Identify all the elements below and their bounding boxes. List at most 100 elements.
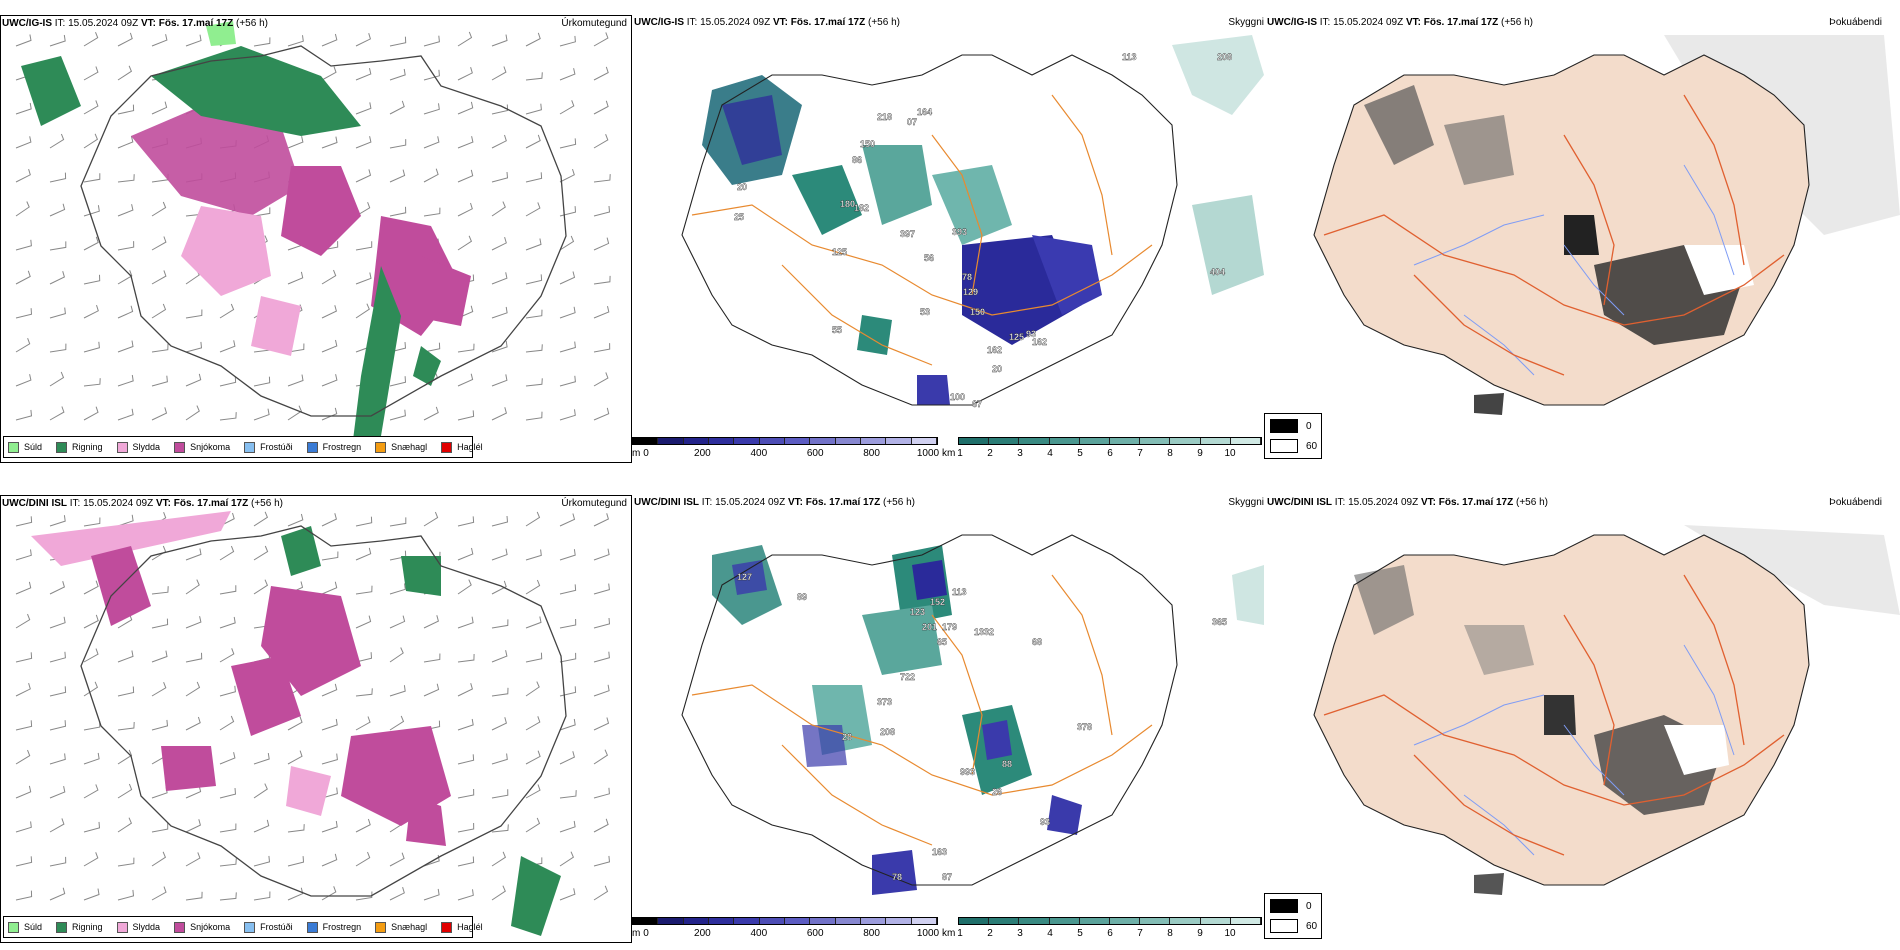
wind-barb	[593, 407, 610, 421]
wind-barb	[491, 580, 507, 595]
wind-barb	[355, 716, 371, 731]
legend-item: Haglél	[441, 921, 483, 933]
fog-header-row1: UWC/IG-IS IT: 15.05.2024 09Z VT: Fös. 17…	[1267, 17, 1533, 28]
colorbar-tick-label: 5	[1077, 928, 1083, 939]
wind-barb	[389, 376, 407, 387]
colorbar-tick-label: 2	[987, 928, 993, 939]
cloud-base-label: 56	[924, 253, 934, 263]
wind-barbs	[15, 511, 611, 901]
wind-barb	[355, 615, 372, 629]
legend-item: Slydda	[116, 921, 160, 933]
precip-areas	[31, 511, 561, 936]
wind-barb	[491, 340, 508, 353]
wind-barb	[321, 136, 338, 149]
roads	[1323, 94, 1785, 376]
iceland-outline	[80, 45, 567, 417]
wind-barb	[457, 547, 474, 561]
colorbar-tick-label: 6	[1107, 928, 1113, 939]
wind-barb	[389, 852, 405, 867]
roads	[1323, 574, 1785, 856]
wind-barb	[525, 652, 543, 663]
wind-barb	[287, 887, 304, 901]
wind-barb	[185, 616, 202, 629]
wind-barb	[49, 856, 67, 867]
wind-barb	[219, 545, 235, 561]
cloud-base-label: 53	[920, 307, 930, 317]
cloud-base-label: 152	[930, 597, 945, 607]
wind-barb	[253, 37, 271, 47]
precip-title-row2: Úrkomutegund	[561, 498, 627, 509]
wind-barb	[15, 720, 33, 731]
legend-item: Rigning	[56, 441, 103, 453]
wind-barb	[49, 887, 66, 901]
wind-barb	[525, 274, 543, 285]
wind-barb	[117, 270, 133, 285]
wind-barb	[49, 753, 66, 765]
wind-barb	[83, 66, 99, 81]
wind-barb	[491, 753, 508, 765]
wind-barb	[49, 651, 66, 663]
wind-barb	[49, 343, 67, 353]
wind-barb	[49, 616, 66, 629]
wind-barb	[15, 652, 33, 663]
wind-barb	[83, 648, 99, 663]
wind-barb	[117, 650, 134, 663]
cloud-base-label: 378	[1077, 722, 1092, 732]
wind-barb	[185, 548, 202, 561]
wind-barb	[355, 652, 373, 663]
wind-barb	[151, 343, 169, 353]
wind-barb	[525, 616, 542, 629]
wind-barb	[355, 102, 372, 115]
precip-panel-row1: UWC/IG-IS IT: 15.05.2024 09Z VT: Fös. 17…	[0, 15, 632, 463]
wind-barb	[525, 72, 543, 81]
rivers	[1413, 164, 1735, 376]
wind-barb	[525, 134, 541, 149]
cloud-base-label: 125	[1009, 332, 1024, 342]
cloud-base-label: 26	[992, 787, 1002, 797]
wind-barb	[219, 715, 235, 731]
cloud-base-label: 93	[1040, 817, 1050, 827]
wind-barb	[321, 513, 337, 527]
wind-barb	[15, 308, 33, 319]
wind-barb	[83, 517, 101, 527]
wind-barb	[185, 34, 202, 47]
wind-barb	[525, 103, 542, 115]
wind-barb	[355, 303, 370, 319]
wind-barb	[355, 851, 371, 867]
wind-barb	[321, 269, 337, 285]
colorbar-tick-label: 400	[750, 928, 768, 939]
wind-barb	[83, 378, 101, 387]
wind-barb	[151, 34, 168, 47]
wind-barb	[117, 749, 133, 765]
wind-barb	[593, 134, 609, 149]
colorbar-tick-label: 600	[806, 928, 824, 939]
wind-barb	[355, 547, 372, 561]
wind-barb	[389, 36, 407, 47]
colorbar-tick-label: 6	[1107, 448, 1113, 459]
wind-barb	[83, 852, 99, 867]
cloud-base-label: 201	[922, 622, 937, 632]
legend-item: Súld	[8, 441, 42, 453]
wind-barb	[253, 408, 270, 421]
wind-barb	[491, 824, 509, 833]
wind-barb	[491, 687, 509, 697]
wind-barb	[593, 66, 609, 81]
rivers	[1413, 644, 1735, 856]
fog-map-row2	[1313, 525, 1900, 895]
wind-barb	[593, 100, 609, 115]
wind-barb	[49, 720, 67, 731]
cloud-title-row2: Skyggni	[1228, 497, 1264, 508]
wind-barb	[593, 787, 610, 799]
colorbar-tick-label: 800	[863, 928, 880, 939]
colorbar-tick-label: 3	[1017, 448, 1023, 459]
wind-barb	[117, 408, 134, 421]
wind-barb	[219, 892, 237, 901]
cloud-base-label: 28	[842, 732, 852, 742]
colorbar-tick-label: 200	[694, 928, 711, 939]
cloud-base-label: 125	[832, 247, 847, 257]
wind-barb	[117, 889, 135, 901]
wind-barb	[83, 614, 99, 629]
wind-barb	[559, 341, 576, 353]
precip-legend-row2: Súld Rigning Slydda Snjókoma Frostúði Fr…	[3, 916, 483, 938]
cloud-base-colorbar	[632, 437, 938, 445]
